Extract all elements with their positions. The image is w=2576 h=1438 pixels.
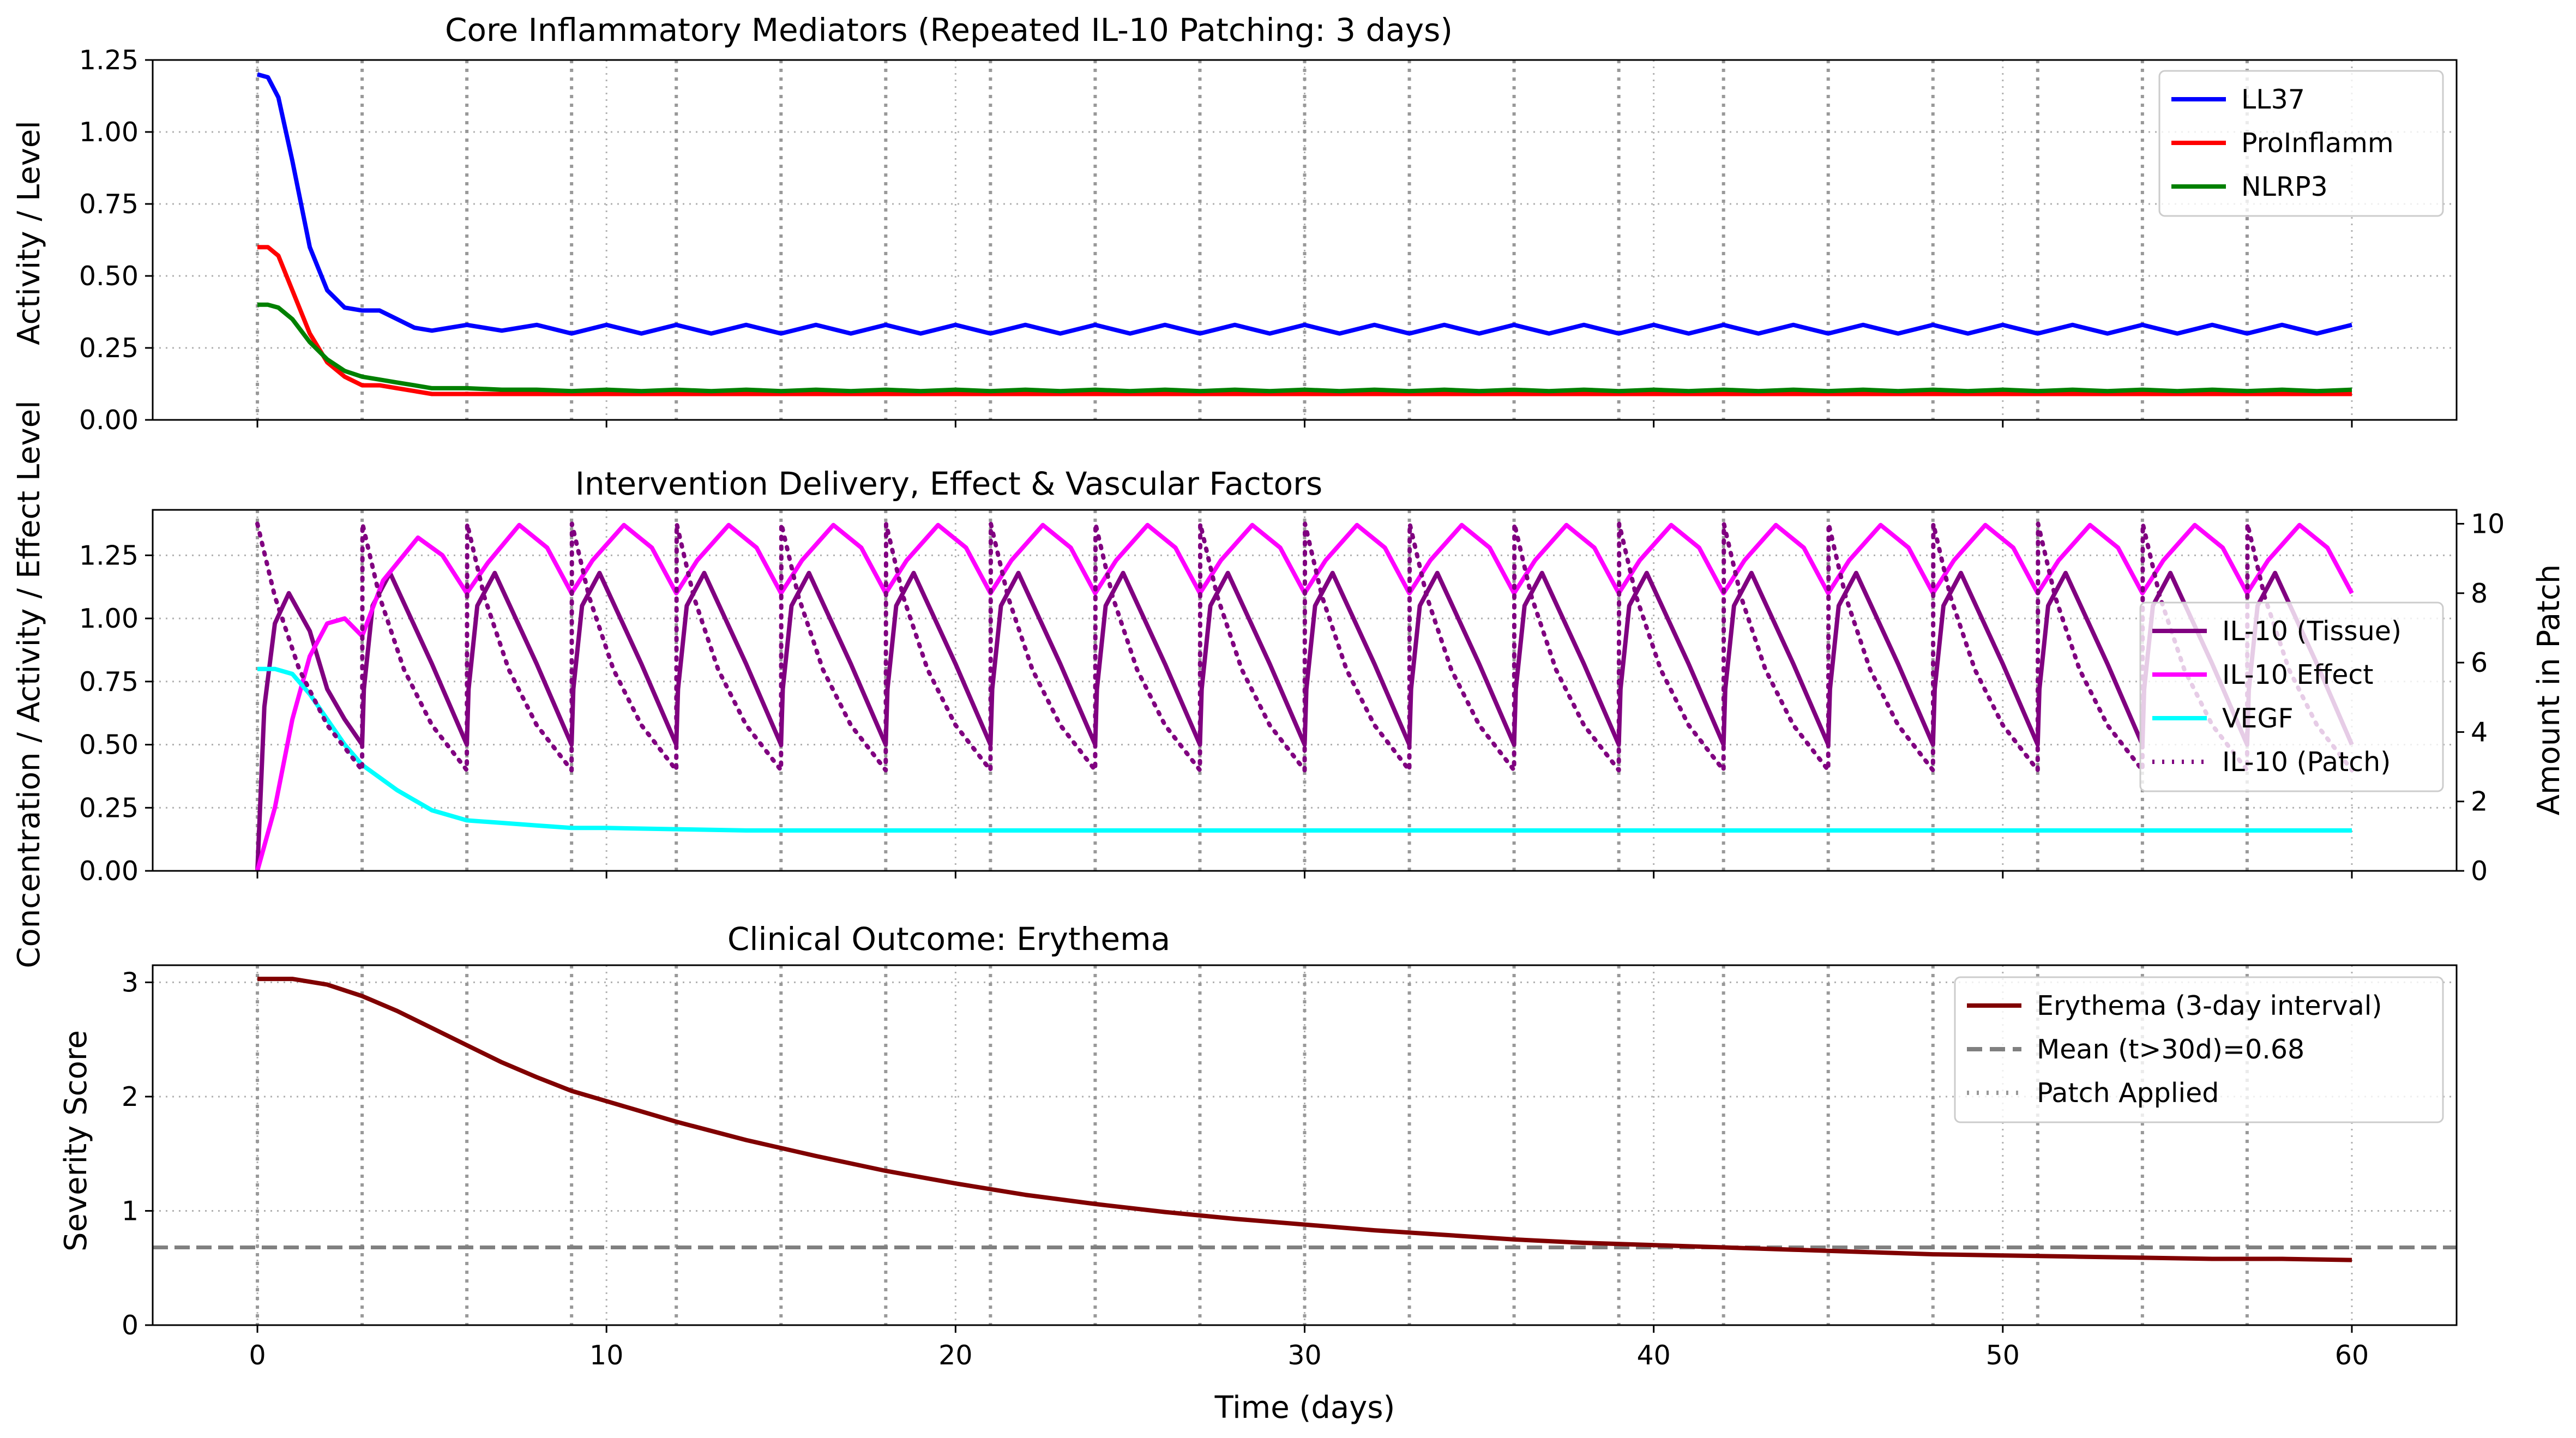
ytick-label: 1.00 — [79, 117, 139, 148]
legend-box — [2139, 601, 2444, 792]
legend-label: LL37 — [2241, 84, 2305, 115]
xtick-label: 60 — [2335, 1340, 2369, 1371]
ytick-label: 1 — [122, 1195, 139, 1226]
legend-box — [1954, 976, 2444, 1123]
panel-0-ylabel: Activity / Level — [11, 121, 47, 345]
ytick-label: 1.25 — [79, 540, 139, 571]
legend-label: VEGF — [2222, 703, 2294, 734]
ytick-label: 0.75 — [79, 666, 139, 697]
panel-2-title: Clinical Outcome: Erythema — [727, 920, 1170, 958]
xtick-label: 40 — [1636, 1340, 1670, 1371]
series-line-0 — [257, 977, 2352, 1262]
y2tick-label: 6 — [2471, 647, 2488, 678]
series-line-0 — [255, 570, 2354, 871]
legend-label: Patch Applied — [2037, 1078, 2219, 1109]
xtick-label: 0 — [249, 1340, 266, 1371]
series-line-2 — [257, 666, 2352, 833]
panel-2-xlabel: Time (days) — [1214, 1390, 1395, 1425]
ytick-label: 0 — [122, 1310, 139, 1341]
ytick-label: 2 — [122, 1081, 139, 1112]
y2tick-label: 10 — [2471, 508, 2505, 539]
y2tick-label: 4 — [2471, 717, 2488, 748]
legend-box — [2158, 70, 2444, 217]
ytick-label: 3 — [122, 967, 139, 998]
ytick-label: 0.50 — [79, 261, 139, 292]
panel-core-mediators: 0.00 0.25 0.50 0.75 1.00 1.25 Core Inflammato… — [11, 11, 2458, 436]
xtick-label: 20 — [938, 1340, 972, 1371]
series-line-2 — [257, 302, 2352, 394]
legend-label: IL-10 (Patch) — [2222, 747, 2391, 778]
series-line-1 — [257, 245, 2352, 396]
y2tick-label: 8 — [2471, 578, 2488, 609]
series-line-0 — [256, 72, 2352, 336]
y2tick-label: 0 — [2471, 856, 2488, 887]
xtick-label: 50 — [1986, 1340, 2020, 1371]
legend-label: NLRP3 — [2241, 171, 2328, 202]
ytick-label: 1.00 — [79, 603, 139, 634]
panel-0-title: Core Inflammatory Mediators (Repeated IL… — [445, 11, 1453, 49]
ytick-label: 0.25 — [79, 792, 139, 823]
legend-label: Erythema (3-day interval) — [2037, 990, 2382, 1021]
legend-label: IL-10 (Tissue) — [2222, 616, 2402, 647]
legend-label: ProInflamm — [2241, 128, 2394, 159]
ytick-label: 0.00 — [79, 405, 139, 436]
panel-1-title: Intervention Delivery, Effect & Vascular… — [575, 465, 1322, 502]
ytick-label: 0.75 — [79, 189, 139, 220]
panel-erythema: 0 10 20 30 40 50 60 0 1 2 3 Clinical Outcome: Eryt… — [58, 920, 2458, 1425]
legend-label: Mean (t>30d)=0.68 — [2037, 1034, 2304, 1065]
panel-1-ylabel: Concentration / Activity / Effect Level — [11, 400, 47, 968]
panel-intervention: 0.00 0.25 0.50 0.75 1.00 1.25 0 2 4 6 8 10 Interven… — [11, 400, 2567, 968]
y2tick-label: 2 — [2471, 786, 2488, 817]
legend-label: IL-10 Effect — [2222, 659, 2374, 690]
ytick-label: 0.50 — [79, 730, 139, 761]
xtick-label: 10 — [589, 1340, 623, 1371]
series-line-1 — [255, 522, 2354, 872]
panel-1-y2label: Amount in Patch — [2531, 564, 2567, 816]
xtick-label: 30 — [1287, 1340, 1321, 1371]
series-line-3 — [255, 521, 2354, 773]
ytick-label: 1.25 — [79, 45, 139, 76]
panel-2-ylabel: Severity Score — [58, 1030, 94, 1252]
ytick-label: 0.25 — [79, 333, 139, 364]
ytick-label: 0.00 — [79, 856, 139, 887]
